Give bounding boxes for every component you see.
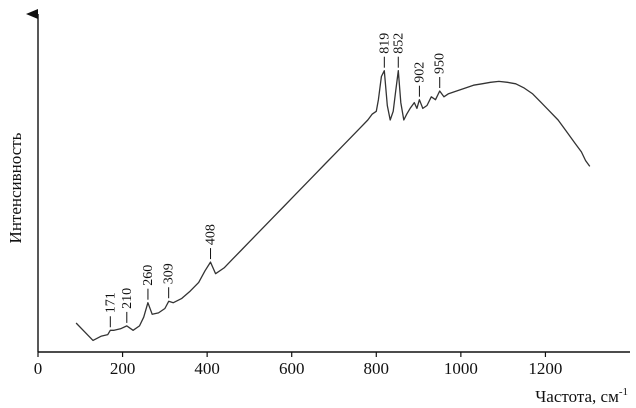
y-axis-title: Интенсивность [6, 132, 25, 243]
peak-label: 950 [433, 53, 448, 74]
peak-label: 309 [162, 263, 177, 284]
plot-area [75, 70, 591, 342]
spectrum-line [75, 70, 591, 342]
x-axis-title-text: Частота, см [535, 387, 619, 406]
x-tick-label: 1200 [528, 359, 562, 378]
peak-label: 902 [412, 62, 427, 83]
x-axis-title: Частота, см-1 [535, 386, 628, 406]
peak-label: 171 [103, 292, 118, 313]
peak-label: 819 [377, 33, 392, 54]
x-tick-label: 0 [34, 359, 43, 378]
peak-label: 210 [120, 288, 135, 309]
x-tick-label: 400 [194, 359, 220, 378]
x-tick-label: 600 [279, 359, 305, 378]
x-tick-label: 1000 [444, 359, 478, 378]
x-tick-label: 800 [364, 359, 390, 378]
peak-label: 260 [141, 265, 156, 286]
peak-label: 408 [204, 224, 219, 245]
x-axis-ticks: 0 200 400 600 800 1000 1200 [34, 352, 562, 378]
x-axis-title-superscript: -1 [619, 386, 628, 398]
x-tick-label: 200 [110, 359, 136, 378]
peak-label: 852 [391, 33, 406, 54]
